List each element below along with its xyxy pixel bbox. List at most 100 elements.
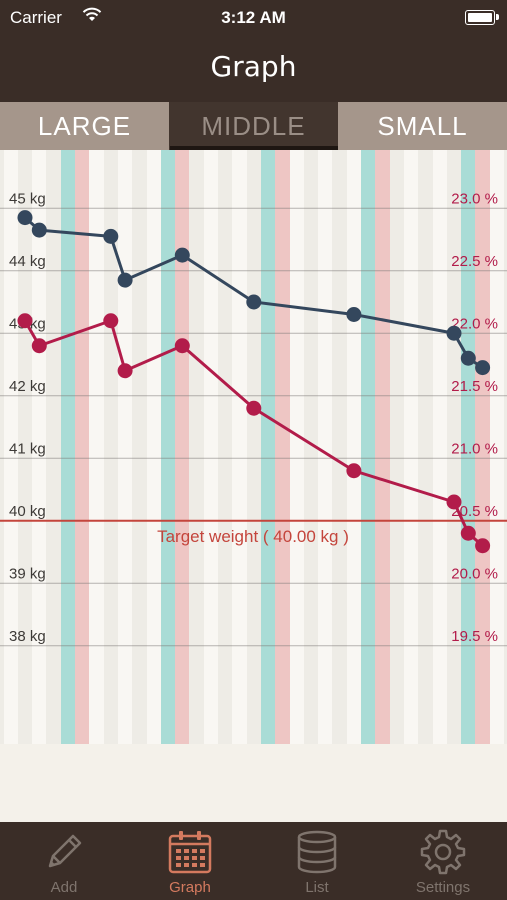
day-stripe	[103, 150, 118, 744]
page-title: Graph	[210, 50, 297, 83]
day-stripe	[446, 150, 462, 744]
y-right-tick-label: 19.5 %	[451, 628, 498, 645]
day-stripe	[418, 150, 433, 744]
day-stripe	[432, 150, 447, 744]
body-fat-data-point	[31, 338, 47, 354]
weight-data-point	[103, 228, 119, 244]
scale-segmented-control: LARGE MIDDLE SMALL	[0, 102, 507, 150]
day-stripe	[17, 150, 33, 744]
y-right-tick-label: 22.5 %	[451, 253, 498, 270]
tab-graph-label: Graph	[169, 879, 211, 896]
day-stripe	[175, 150, 190, 744]
graph-area[interactable]: 45 kg 44 kg 43 kg 42 kg 41 kg 40 kg 39 kg 38 kg…	[0, 150, 507, 744]
day-stripe	[489, 150, 505, 744]
body-fat-data-point	[346, 463, 362, 479]
y-left-tick-label: 40 kg	[9, 503, 46, 520]
day-stripe	[275, 150, 290, 744]
y-right-tick-label: 20.0 %	[451, 565, 498, 582]
weight-data-point	[17, 210, 33, 226]
body-fat-data-point	[475, 538, 491, 554]
y-left-tick-label: 39 kg	[9, 565, 46, 582]
day-stripe	[475, 150, 490, 744]
day-stripe	[203, 150, 219, 744]
day-stripe	[3, 150, 18, 744]
weight-series-line	[24, 216, 484, 369]
body-fat-data-point	[174, 338, 190, 354]
status-bar: Carrier 3:12 AM	[0, 0, 507, 36]
body-fat-data-point	[460, 525, 476, 541]
weight-data-point	[346, 307, 362, 322]
day-stripe	[218, 150, 233, 744]
day-stripe	[332, 150, 347, 744]
segment-middle[interactable]: MIDDLE	[169, 102, 338, 150]
day-stripe	[46, 150, 61, 744]
day-stripe	[232, 150, 247, 744]
tab-add-label: Add	[50, 879, 78, 896]
day-stripe	[318, 150, 333, 744]
gear-icon	[420, 829, 466, 875]
day-stripe	[117, 150, 133, 744]
day-stripe	[403, 150, 419, 744]
day-stripe	[89, 150, 104, 744]
y-right-tick-label: 21.5 %	[451, 378, 498, 395]
day-stripe	[361, 150, 376, 744]
day-stripe	[60, 150, 76, 744]
tab-graph[interactable]: Graph	[140, 822, 240, 900]
database-icon	[297, 830, 337, 874]
segment-large[interactable]: LARGE	[37, 111, 132, 141]
segment-selected-indicator	[170, 146, 338, 150]
pencil-icon	[48, 834, 82, 868]
day-stripe	[389, 150, 404, 744]
weight-data-point	[460, 350, 476, 366]
day-stripe	[260, 150, 276, 744]
tab-add[interactable]: Add	[14, 822, 114, 900]
weight-data-point	[31, 222, 47, 238]
y-left-tick-label: 45 kg	[9, 190, 46, 207]
carrier-label: Carrier	[10, 8, 62, 27]
day-stripe	[0, 150, 4, 744]
tab-bar: Add Graph List	[0, 822, 507, 900]
body-fat-series-line	[23, 319, 484, 547]
day-stripe	[32, 150, 47, 744]
day-stripe	[132, 150, 147, 744]
body-fat-data-point	[446, 494, 462, 510]
segment-small[interactable]: SMALL	[377, 111, 468, 141]
body-fat-data-point	[117, 363, 133, 379]
weight-data-point	[446, 325, 462, 341]
day-stripe	[160, 150, 176, 744]
weight-data-point	[174, 247, 190, 263]
y-left-tick-label: 38 kg	[9, 628, 46, 645]
y-left-tick-label: 41 kg	[9, 440, 46, 457]
day-stripe	[461, 150, 476, 744]
y-right-tick-label: 23.0 %	[451, 190, 498, 207]
tab-list-label: List	[305, 879, 329, 896]
tab-settings[interactable]: Settings	[393, 822, 493, 900]
weight-data-point	[246, 294, 262, 310]
y-right-tick-label: 20.5 %	[451, 503, 498, 520]
day-stripe	[504, 150, 507, 744]
day-stripe	[75, 150, 90, 744]
day-stripe	[303, 150, 319, 744]
day-stripe	[289, 150, 304, 744]
y-left-tick-label: 42 kg	[9, 378, 46, 395]
y-right-tick-label: 21.0 %	[451, 440, 498, 457]
body-fat-data-point	[103, 313, 119, 329]
tab-settings-label: Settings	[415, 879, 471, 896]
weight-data-point	[117, 272, 133, 288]
target-weight-label: Target weight ( 40.00 kg )	[157, 527, 349, 546]
day-stripe	[375, 150, 390, 744]
battery-icon	[465, 10, 499, 25]
calendar-icon	[168, 831, 212, 874]
navigation-bar: Graph	[0, 36, 507, 102]
day-stripe	[146, 150, 161, 744]
body-fat-data-point	[246, 400, 262, 416]
day-stripe	[189, 150, 204, 744]
status-time: 3:12 AM	[221, 8, 286, 27]
day-stripe	[346, 150, 362, 744]
weight-data-point	[475, 360, 491, 376]
tab-list[interactable]: List	[267, 822, 367, 900]
y-right-tick-label: 22.0 %	[451, 315, 498, 332]
y-left-tick-label: 44 kg	[9, 253, 46, 270]
wifi-icon	[82, 7, 102, 28]
